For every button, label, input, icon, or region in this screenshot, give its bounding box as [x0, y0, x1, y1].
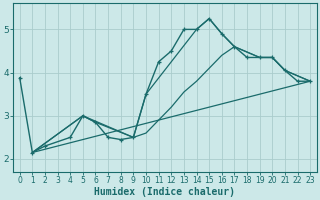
X-axis label: Humidex (Indice chaleur): Humidex (Indice chaleur): [94, 186, 236, 197]
